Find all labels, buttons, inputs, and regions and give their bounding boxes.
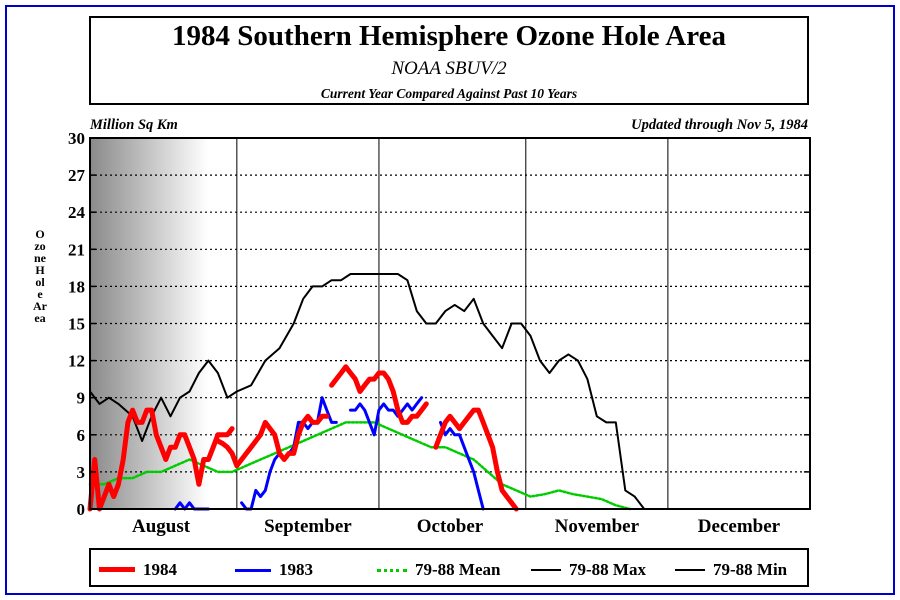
y-tick-label: 6 xyxy=(77,426,86,445)
chart-subtitle: NOAA SBUV/2 xyxy=(391,58,507,79)
legend-label-min: 79-88 Min xyxy=(713,560,788,579)
chart-note: Current Year Compared Against Past 10 Ye… xyxy=(320,86,578,101)
chart-title: 1984 Southern Hemisphere Ozone Hole Area xyxy=(172,20,726,52)
series-line-1983 xyxy=(173,396,485,511)
y-tick-label: 12 xyxy=(68,352,85,371)
x-month-label: August xyxy=(132,516,191,537)
y-axis-label: Ozone Hole Area xyxy=(33,227,47,325)
y-tick-label: 3 xyxy=(77,463,86,482)
y-tick-label: 30 xyxy=(68,129,85,148)
y-tick-label: 15 xyxy=(68,315,85,334)
legend-swatch-min xyxy=(675,569,705,571)
x-month-label: October xyxy=(417,516,484,537)
legend-swatch-mean xyxy=(377,569,407,572)
series-line-79-88-mean xyxy=(88,421,632,511)
legend-swatch-1983 xyxy=(235,569,271,572)
y-tick-label: 24 xyxy=(68,203,86,222)
updated-label: Updated through Nov 5, 1984 xyxy=(631,117,808,133)
y-tick-label: 0 xyxy=(77,500,86,519)
title-box: 1984 Southern Hemisphere Ozone Hole Area… xyxy=(89,16,809,105)
axis-ticks: 0 3 6 9 12 15 18 21 24 27 30 August September October… xyxy=(68,129,810,537)
legend-label-mean: 79-88 Mean xyxy=(415,560,501,579)
y-tick-label: 27 xyxy=(68,166,86,185)
y-tick-label: 18 xyxy=(68,277,85,296)
legend-swatch-max xyxy=(531,569,561,571)
grid xyxy=(90,138,810,509)
legend-label-1983: 1983 xyxy=(279,560,313,579)
y-tick-label: 21 xyxy=(68,240,85,259)
series-line-1984 xyxy=(87,364,519,512)
units-label: Million Sq Km xyxy=(90,117,178,133)
y-tick-label: 9 xyxy=(77,389,86,408)
legend-label-1984: 1984 xyxy=(143,560,177,579)
series-line-79-88-max xyxy=(89,273,646,510)
outer-frame xyxy=(5,5,895,595)
legend: 1984 1983 79-88 Mean 79-88 Max 79-88 Min xyxy=(89,548,809,587)
x-month-label: November xyxy=(555,516,640,537)
x-month-label: December xyxy=(698,516,781,537)
legend-label-max: 79-88 Max xyxy=(569,560,646,579)
legend-swatch-1984 xyxy=(99,567,135,572)
x-month-label: September xyxy=(264,516,352,537)
